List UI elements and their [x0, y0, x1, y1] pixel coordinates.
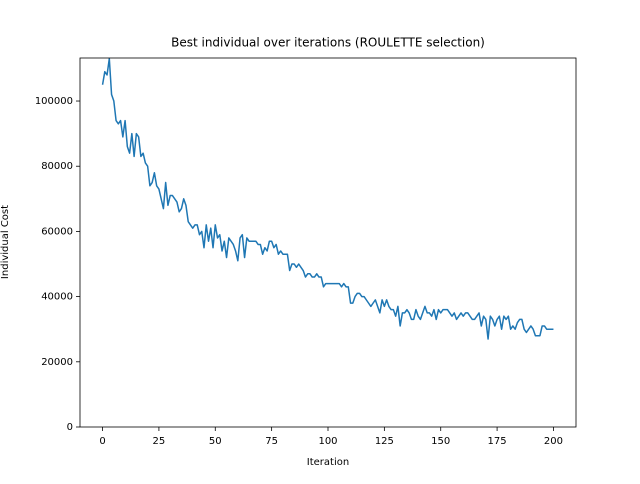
x-tick-label: 25 [153, 436, 166, 447]
x-tick-label: 100 [318, 436, 337, 447]
series-line [101, 58, 554, 340]
x-tick-label: 175 [488, 436, 507, 447]
x-tick-label: 150 [431, 436, 450, 447]
plot-frame [79, 57, 577, 428]
x-tick-label: 50 [209, 436, 222, 447]
x-tick-label: 125 [375, 436, 394, 447]
x-tick-label: 200 [544, 436, 563, 447]
y-tick-label: 100000 [35, 96, 73, 107]
y-tick-label: 0 [67, 422, 73, 433]
y-tick-label: 60000 [41, 226, 73, 237]
x-tick-label: 75 [265, 436, 278, 447]
y-axis-label: Individual Cost [0, 205, 11, 279]
x-axis-label: Iteration [307, 457, 349, 468]
y-tick-label: 40000 [41, 292, 73, 303]
y-tick-label: 80000 [41, 161, 73, 172]
x-tick-label: 0 [99, 436, 105, 447]
chart-title: Best individual over iterations (ROULETT… [171, 36, 485, 50]
y-tick-label: 20000 [41, 357, 73, 368]
